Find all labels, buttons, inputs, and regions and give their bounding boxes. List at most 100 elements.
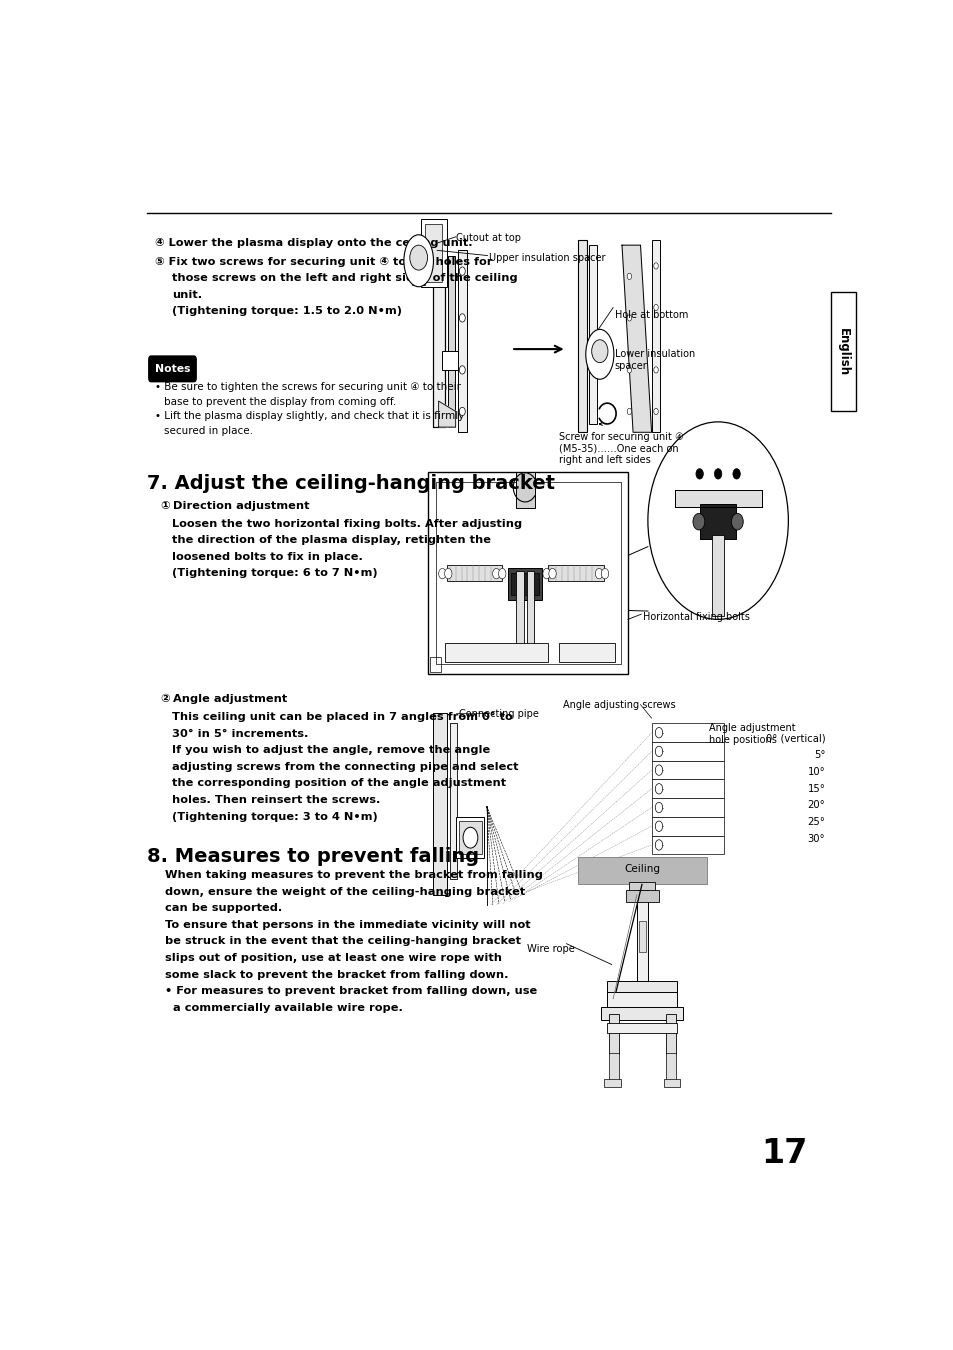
Circle shape	[731, 513, 742, 531]
Text: 30°: 30°	[807, 833, 824, 844]
Bar	[436, 482, 619, 664]
Bar	[665, 1053, 676, 1081]
Bar	[639, 921, 645, 952]
Bar	[629, 883, 655, 892]
Bar	[428, 471, 627, 675]
Bar	[444, 644, 547, 662]
Polygon shape	[438, 401, 456, 427]
Bar	[675, 490, 761, 508]
Text: (Tightening torque: 1.5 to 2.0 N•m): (Tightening torque: 1.5 to 2.0 N•m)	[172, 306, 402, 316]
Bar	[606, 991, 677, 1014]
Text: Lower insulation
spacer: Lower insulation spacer	[614, 350, 694, 371]
Bar	[603, 1079, 619, 1087]
Circle shape	[600, 568, 608, 579]
Text: 30° in 5° increments.: 30° in 5° increments.	[172, 729, 309, 738]
Circle shape	[626, 408, 631, 414]
Bar	[526, 571, 534, 648]
Bar	[511, 572, 538, 595]
Text: can be supported.: can be supported.	[165, 903, 282, 913]
Circle shape	[653, 408, 658, 414]
Text: 10°: 10°	[807, 767, 824, 778]
FancyBboxPatch shape	[148, 355, 196, 382]
Text: ①: ①	[160, 501, 170, 510]
Circle shape	[591, 340, 607, 363]
Bar	[577, 240, 586, 432]
Bar	[608, 1014, 618, 1054]
Text: unit.: unit.	[172, 290, 202, 300]
Bar	[665, 1014, 676, 1054]
Bar	[651, 779, 723, 798]
Text: • Lift the plasma display slightly, and check that it is firmly: • Lift the plasma display slightly, and …	[154, 412, 463, 421]
Text: 8. Measures to prevent falling: 8. Measures to prevent falling	[147, 846, 479, 867]
Bar	[651, 817, 723, 836]
Bar	[547, 566, 603, 580]
Text: 5°: 5°	[813, 751, 824, 760]
Circle shape	[595, 568, 602, 579]
Circle shape	[626, 273, 631, 279]
Ellipse shape	[403, 235, 433, 286]
Text: ②: ②	[160, 694, 170, 705]
Bar	[447, 255, 455, 427]
Circle shape	[626, 367, 631, 373]
Circle shape	[692, 513, 704, 531]
Circle shape	[459, 313, 465, 323]
Text: a commercially available wire rope.: a commercially available wire rope.	[165, 1003, 402, 1012]
Bar	[675, 490, 761, 508]
Circle shape	[653, 304, 658, 310]
Bar	[508, 568, 541, 599]
Text: Cutout at top: Cutout at top	[456, 232, 521, 243]
Text: ④ Lower the plasma display onto the ceiling unit.: ④ Lower the plasma display onto the ceil…	[154, 238, 472, 248]
Circle shape	[626, 315, 631, 321]
Bar	[441, 351, 459, 370]
Circle shape	[438, 568, 446, 579]
Circle shape	[462, 828, 477, 848]
Bar	[433, 713, 446, 895]
Circle shape	[655, 765, 662, 775]
Circle shape	[444, 568, 452, 579]
Bar	[651, 743, 723, 761]
Circle shape	[655, 802, 662, 813]
Bar	[457, 250, 466, 432]
Text: 20°: 20°	[807, 801, 824, 810]
Text: base to prevent the display from coming off.: base to prevent the display from coming …	[164, 397, 395, 406]
Ellipse shape	[585, 329, 613, 379]
Text: Notes: Notes	[154, 364, 190, 374]
Text: those screws on the left and right sides of the ceiling: those screws on the left and right sides…	[172, 273, 517, 284]
Text: • For measures to prevent bracket from falling down, use: • For measures to prevent bracket from f…	[165, 987, 537, 996]
Bar	[651, 836, 723, 855]
Text: Connecting pipe: Connecting pipe	[459, 709, 538, 718]
Text: Angle adjusting screws: Angle adjusting screws	[562, 701, 675, 710]
Bar	[651, 240, 659, 432]
Text: be struck in the event that the ceiling-hanging bracket: be struck in the event that the ceiling-…	[165, 937, 520, 946]
Bar	[608, 1053, 618, 1081]
Text: Upper insulation spacer: Upper insulation spacer	[488, 254, 605, 263]
Bar	[830, 292, 855, 412]
Text: (Tightening torque: 3 to 4 N•m): (Tightening torque: 3 to 4 N•m)	[172, 811, 377, 822]
Circle shape	[696, 468, 702, 479]
Bar	[589, 246, 597, 424]
Text: the direction of the plasma display, retighten the: the direction of the plasma display, ret…	[172, 535, 491, 545]
Circle shape	[653, 263, 658, 269]
Bar	[600, 1007, 682, 1019]
Text: Angle adjustment
hole positions: Angle adjustment hole positions	[708, 724, 795, 745]
Text: 15°: 15°	[806, 783, 824, 794]
Circle shape	[542, 568, 550, 579]
Bar	[651, 724, 723, 742]
Text: 17: 17	[760, 1137, 807, 1170]
Circle shape	[655, 747, 662, 756]
Text: If you wish to adjust the angle, remove the angle: If you wish to adjust the angle, remove …	[172, 745, 490, 755]
Text: • Be sure to tighten the screws for securing unit ④ to their: • Be sure to tighten the screws for secu…	[154, 382, 460, 393]
Bar	[433, 250, 444, 427]
Text: (Tightening torque: 6 to 7 N•m): (Tightening torque: 6 to 7 N•m)	[172, 568, 377, 578]
Bar	[606, 981, 677, 994]
Circle shape	[655, 783, 662, 794]
Text: Ceiling: Ceiling	[623, 864, 659, 873]
Bar	[456, 817, 484, 859]
Bar	[663, 1079, 679, 1087]
Text: holes. Then reinsert the screws.: holes. Then reinsert the screws.	[172, 795, 380, 805]
Bar	[429, 657, 440, 672]
Bar	[637, 890, 647, 983]
Circle shape	[732, 468, 740, 479]
Text: Wire rope: Wire rope	[527, 944, 575, 953]
Bar	[558, 644, 614, 662]
